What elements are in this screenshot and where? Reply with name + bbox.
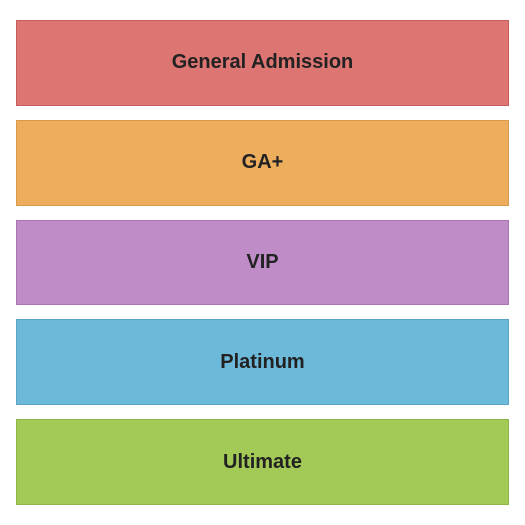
ticket-tier-diagram: General Admission GA+ VIP Platinum Ultim… (16, 20, 509, 505)
tier-label: VIP (246, 251, 278, 274)
tier-ga-plus: GA+ (16, 120, 509, 206)
tier-ultimate: Ultimate (16, 419, 509, 505)
tier-label: General Admission (172, 51, 354, 74)
tier-label: GA+ (242, 151, 284, 174)
tier-vip: VIP (16, 220, 509, 306)
tier-label: Ultimate (223, 451, 302, 474)
tier-general-admission: General Admission (16, 20, 509, 106)
tier-platinum: Platinum (16, 319, 509, 405)
tier-label: Platinum (220, 351, 304, 374)
